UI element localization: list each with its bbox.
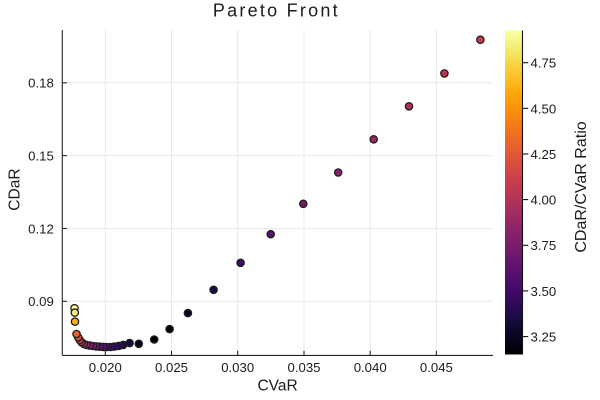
svg-text:0.020: 0.020 [89,360,122,375]
svg-text:0.030: 0.030 [221,360,254,375]
svg-text:0.09: 0.09 [28,294,54,309]
svg-text:0.12: 0.12 [28,221,54,236]
svg-text:CVaR: CVaR [257,378,297,395]
svg-text:0.045: 0.045 [420,360,453,375]
svg-text:CDaR/CVaR Ratio: CDaR/CVaR Ratio [573,121,590,252]
svg-text:4.25: 4.25 [531,147,557,162]
svg-text:4.00: 4.00 [531,193,557,208]
svg-text:0.035: 0.035 [287,360,320,375]
svg-text:0.025: 0.025 [155,360,188,375]
svg-text:3.50: 3.50 [531,284,557,299]
svg-text:0.040: 0.040 [354,360,387,375]
svg-text:0.15: 0.15 [28,149,54,164]
svg-text:4.50: 4.50 [531,101,557,116]
svg-text:3.25: 3.25 [531,330,557,345]
svg-text:CDaR: CDaR [7,168,24,210]
svg-text:0.18: 0.18 [28,76,54,91]
svg-text:3.75: 3.75 [531,238,557,253]
svg-text:Pareto Front: Pareto Front [213,1,340,21]
svg-text:4.75: 4.75 [531,56,557,71]
